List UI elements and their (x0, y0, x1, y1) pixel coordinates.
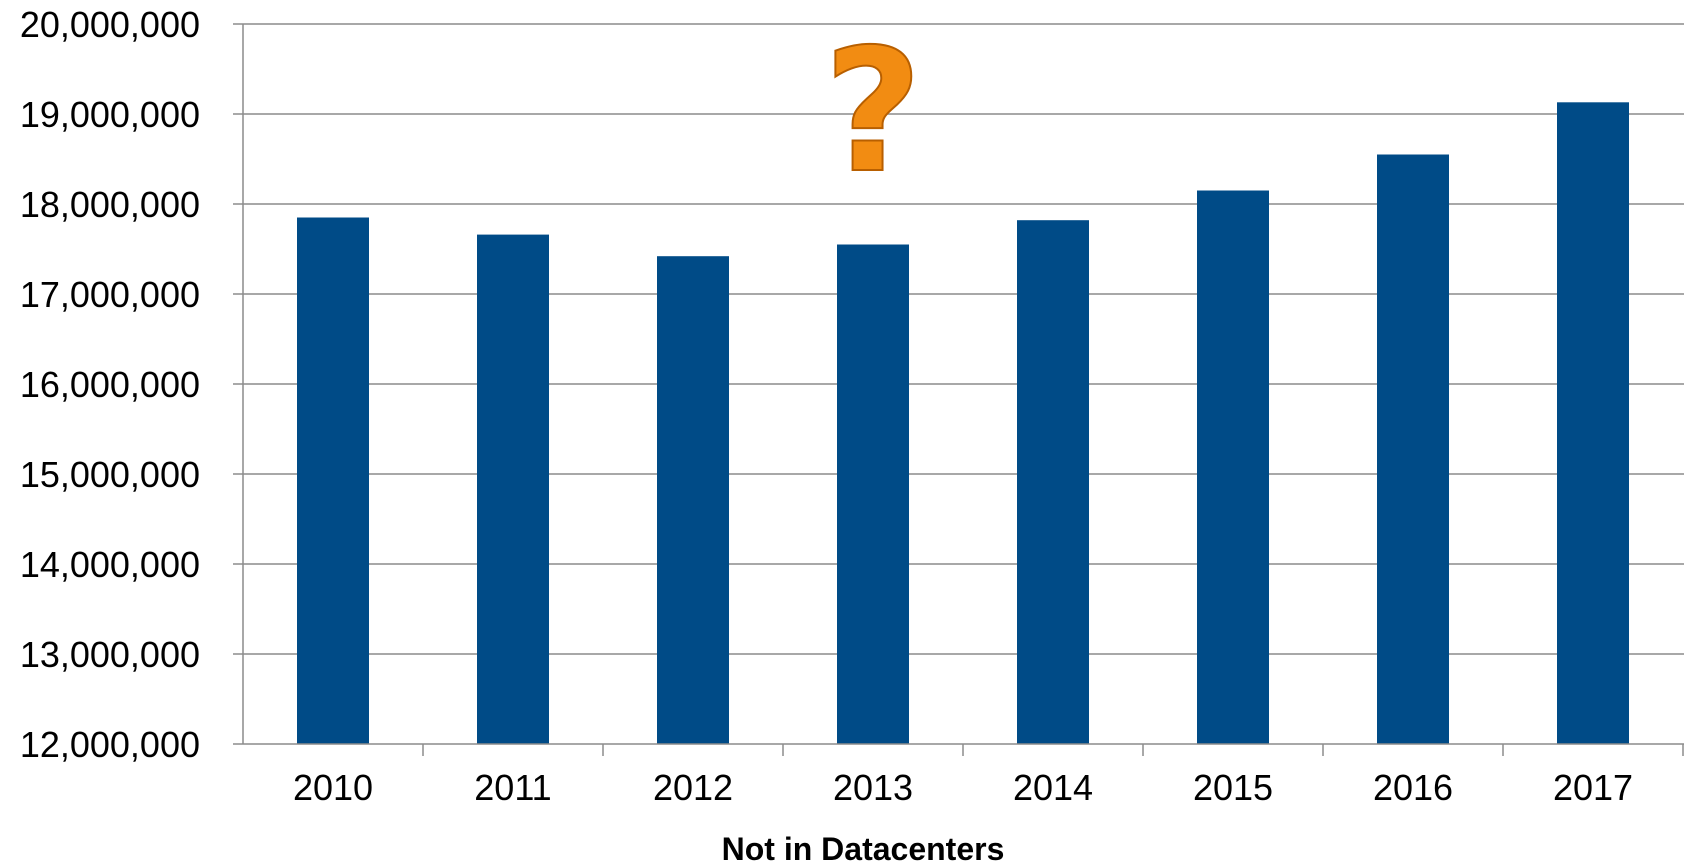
bar-2016 (1377, 154, 1449, 744)
x-tick-label-2010: 2010 (293, 767, 373, 808)
y-tick-label: 18,000,000 (20, 184, 200, 225)
y-tick-label: 15,000,000 (20, 454, 200, 495)
bar-2014 (1017, 220, 1089, 744)
y-tick-label: 16,000,000 (20, 364, 200, 405)
bar-2013 (837, 244, 909, 744)
y-tick-label: 14,000,000 (20, 544, 200, 585)
x-axis-title: Not in Datacenters (722, 831, 1005, 867)
x-tick-label-2011: 2011 (474, 767, 551, 808)
x-tick-label-2015: 2015 (1193, 767, 1273, 808)
y-tick-label: 19,000,000 (20, 94, 200, 135)
bar-2015 (1197, 190, 1269, 744)
bar-2011 (477, 234, 549, 744)
y-tick-label: 17,000,000 (20, 274, 200, 315)
axes (233, 23, 1684, 756)
y-tick-label: 13,000,000 (20, 634, 200, 675)
tick-labels: 12,000,000 13,000,000 14,000,000 15,000,000… (20, 4, 1633, 808)
bar-2017 (1557, 102, 1629, 745)
y-tick-label: 20,000,000 (20, 4, 200, 45)
gridlines (243, 23, 1684, 655)
x-tick-label-2014: 2014 (1013, 767, 1093, 808)
x-tick-label-2012: 2012 (653, 767, 733, 808)
bar-2012 (657, 256, 729, 744)
bars (297, 102, 1629, 745)
annotation: ? (823, 12, 924, 212)
x-tick-label-2013: 2013 (833, 767, 913, 808)
question-mark-icon: ? (824, 13, 923, 211)
bar-2010 (297, 217, 369, 744)
x-tick-label-2017: 2017 (1553, 767, 1633, 808)
x-tick-label-2016: 2016 (1373, 767, 1453, 808)
y-tick-label: 12,000,000 (20, 724, 200, 765)
